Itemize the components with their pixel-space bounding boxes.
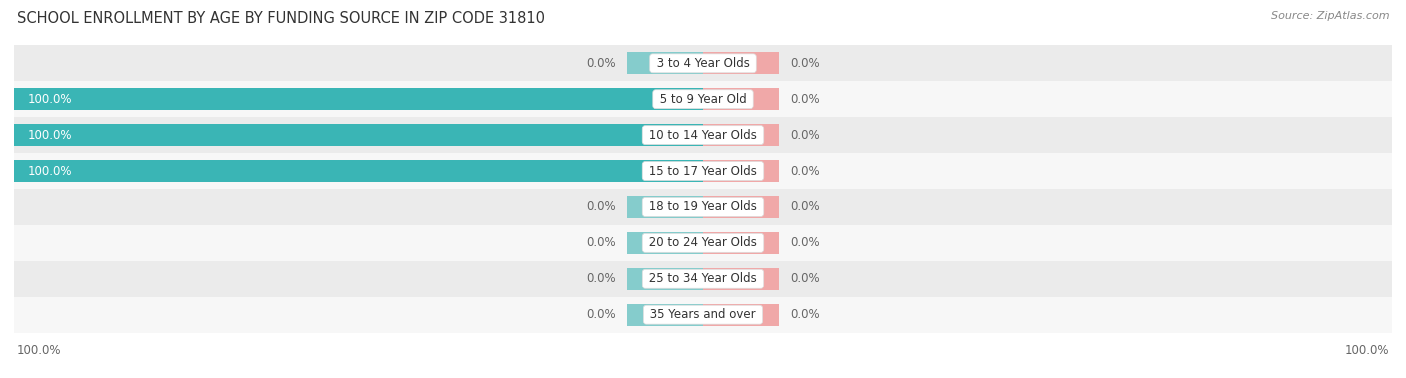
Text: 35 Years and over: 35 Years and over	[647, 308, 759, 321]
Text: Source: ZipAtlas.com: Source: ZipAtlas.com	[1271, 11, 1389, 21]
Bar	[627, 232, 703, 254]
Text: 0.0%: 0.0%	[790, 200, 820, 214]
FancyBboxPatch shape	[14, 153, 1392, 189]
Text: 0.0%: 0.0%	[790, 272, 820, 285]
FancyBboxPatch shape	[14, 297, 1392, 333]
Bar	[627, 52, 703, 74]
Bar	[703, 88, 779, 110]
Text: 3 to 4 Year Olds: 3 to 4 Year Olds	[652, 57, 754, 70]
FancyBboxPatch shape	[14, 261, 1392, 297]
FancyBboxPatch shape	[14, 189, 1392, 225]
Text: 0.0%: 0.0%	[586, 272, 616, 285]
Text: 0.0%: 0.0%	[790, 308, 820, 321]
Text: 0.0%: 0.0%	[586, 200, 616, 214]
Bar	[703, 232, 779, 254]
Text: 25 to 34 Year Olds: 25 to 34 Year Olds	[645, 272, 761, 285]
Text: 0.0%: 0.0%	[586, 236, 616, 249]
Text: 100.0%: 100.0%	[17, 344, 62, 357]
Text: 20 to 24 Year Olds: 20 to 24 Year Olds	[645, 236, 761, 249]
Text: 0.0%: 0.0%	[790, 93, 820, 106]
Bar	[703, 160, 779, 182]
FancyBboxPatch shape	[14, 81, 1392, 117]
Text: 0.0%: 0.0%	[790, 164, 820, 178]
Text: 0.0%: 0.0%	[790, 57, 820, 70]
Text: 18 to 19 Year Olds: 18 to 19 Year Olds	[645, 200, 761, 214]
Text: 0.0%: 0.0%	[586, 57, 616, 70]
Text: 5 to 9 Year Old: 5 to 9 Year Old	[655, 93, 751, 106]
Text: 10 to 14 Year Olds: 10 to 14 Year Olds	[645, 129, 761, 142]
Bar	[627, 196, 703, 218]
FancyBboxPatch shape	[14, 225, 1392, 261]
Text: 0.0%: 0.0%	[790, 129, 820, 142]
Bar	[627, 268, 703, 290]
Text: SCHOOL ENROLLMENT BY AGE BY FUNDING SOURCE IN ZIP CODE 31810: SCHOOL ENROLLMENT BY AGE BY FUNDING SOUR…	[17, 11, 546, 26]
Bar	[703, 124, 779, 146]
Text: 100.0%: 100.0%	[28, 93, 72, 106]
Text: 100.0%: 100.0%	[28, 164, 72, 178]
Text: 0.0%: 0.0%	[586, 308, 616, 321]
FancyBboxPatch shape	[14, 45, 1392, 81]
Text: 15 to 17 Year Olds: 15 to 17 Year Olds	[645, 164, 761, 178]
Bar	[14, 88, 703, 110]
Bar	[14, 160, 703, 182]
Text: 100.0%: 100.0%	[28, 129, 72, 142]
Bar	[703, 52, 779, 74]
Bar	[703, 304, 779, 326]
Bar	[14, 124, 703, 146]
Text: 0.0%: 0.0%	[790, 236, 820, 249]
Bar	[703, 268, 779, 290]
Bar	[627, 304, 703, 326]
Bar	[703, 196, 779, 218]
FancyBboxPatch shape	[14, 117, 1392, 153]
Text: 100.0%: 100.0%	[1344, 344, 1389, 357]
